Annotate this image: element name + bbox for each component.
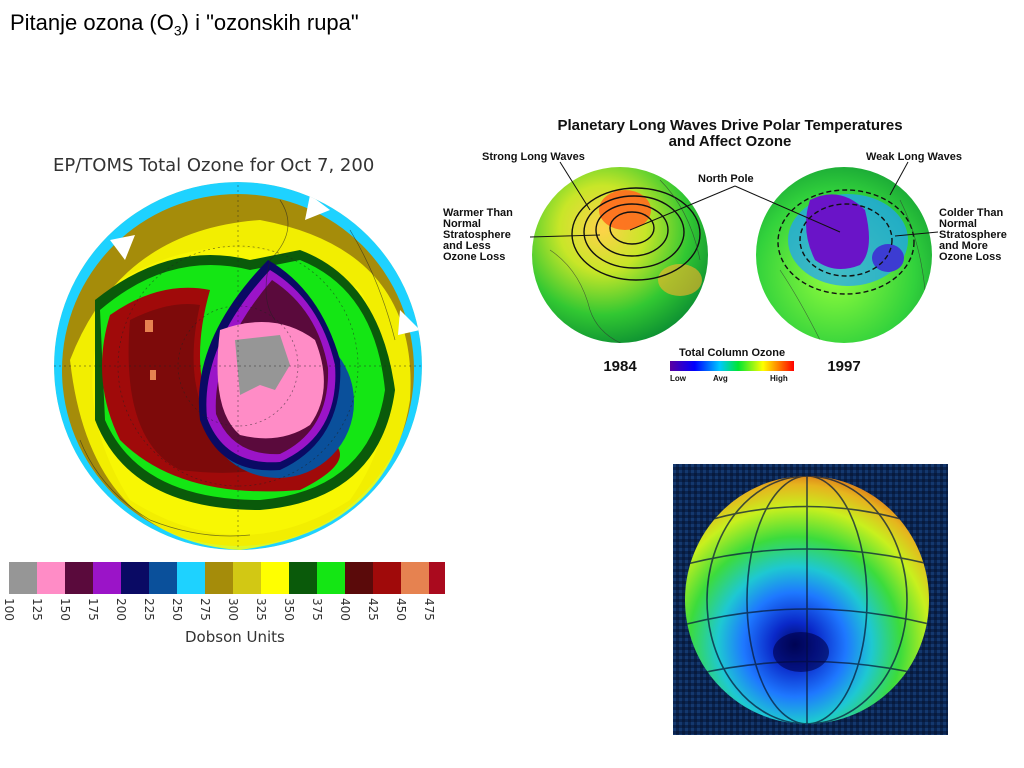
colorbar-tick: 200: [114, 598, 128, 621]
units-label: Dobson Units: [185, 628, 285, 646]
colorbar-tick: 400: [338, 598, 352, 621]
colorbar-swatch: [317, 562, 345, 594]
colorbar-tick: 175: [86, 598, 100, 621]
ozone-legend: Total Column Ozone Low Avg High: [670, 347, 794, 383]
globe-1997: [756, 167, 932, 343]
slide-title: Pitanje ozona (O3) i "ozonskih rupa": [10, 10, 359, 39]
toms-colorbar: 100 125 150 175 200 225 250 275 300 325 …: [2, 562, 445, 646]
pixel-ozone-figure: [673, 464, 948, 735]
colorbar-swatch: [177, 562, 205, 594]
right-note-line: Ozone Loss: [939, 251, 1001, 263]
colorbar-swatch: [149, 562, 177, 594]
colorbar-swatch: [289, 562, 317, 594]
legend-high: High: [770, 374, 788, 383]
toms-ozone-figure: EP/TOMS Total Ozone for Oct 7, 200: [2, 155, 445, 646]
colorbar-swatch: [9, 562, 37, 594]
leader-lines: [529, 161, 939, 238]
label-weak-waves: Weak Long Waves: [866, 151, 962, 163]
colorbar-tick: 275: [198, 598, 212, 621]
label-north-pole: North Pole: [698, 173, 754, 185]
colorbar-swatch: [121, 562, 149, 594]
right-note-line: Colder Than: [939, 207, 1003, 219]
left-note-line: Stratosphere: [443, 229, 511, 241]
colorbar-tick: 425: [366, 598, 380, 621]
waves-title: Planetary Long Waves Drive Polar Tempera…: [557, 117, 902, 134]
colorbar-swatch: [205, 562, 233, 594]
legend-gradient-bar: [670, 361, 794, 371]
colorbar-tick: 300: [226, 598, 240, 621]
colorbar-tick: 250: [170, 598, 184, 621]
left-note-line: Warmer Than: [443, 207, 513, 219]
colorbar-swatch: [65, 562, 93, 594]
right-note-line: Stratosphere: [939, 229, 1007, 241]
toms-title: EP/TOMS Total Ozone for Oct 7, 200: [53, 155, 374, 176]
colorbar-tick: 375: [310, 598, 324, 621]
globe-1984: [532, 167, 708, 343]
colorbar-tick: 450: [394, 598, 408, 621]
colorbar-tick: 350: [282, 598, 296, 621]
right-note-line: and More: [939, 240, 988, 252]
colorbar-swatch: [93, 562, 121, 594]
right-note-line: Normal: [939, 218, 977, 230]
year-1997: 1997: [827, 358, 860, 375]
long-waves-figure: Planetary Long Waves Drive Polar Tempera…: [440, 100, 1024, 400]
left-note-line: Ozone Loss: [443, 251, 505, 263]
colorbar-swatch: [345, 562, 373, 594]
colorbar-swatch: [429, 562, 445, 594]
left-note-line: Normal: [443, 218, 481, 230]
colorbar-swatch: [401, 562, 429, 594]
colorbar-tick: 325: [254, 598, 268, 621]
colorbar-swatch: [373, 562, 401, 594]
colorbar-tick: 225: [142, 598, 156, 621]
colorbar-swatch: [37, 562, 65, 594]
toms-globe: [54, 182, 422, 550]
colorbar-tick: 100: [2, 598, 16, 621]
colorbar-tick: 125: [30, 598, 44, 621]
label-strong-waves: Strong Long Waves: [482, 151, 585, 163]
colorbar-swatch: [261, 562, 289, 594]
colorbar-swatch: [233, 562, 261, 594]
legend-title: Total Column Ozone: [679, 347, 785, 359]
left-note-line: and Less: [443, 240, 491, 252]
legend-low: Low: [670, 374, 687, 383]
waves-title: and Affect Ozone: [669, 133, 792, 150]
colorbar-tick: 150: [58, 598, 72, 621]
year-1984: 1984: [603, 358, 637, 375]
legend-avg: Avg: [713, 374, 728, 383]
colorbar-tick: 475: [422, 598, 436, 621]
